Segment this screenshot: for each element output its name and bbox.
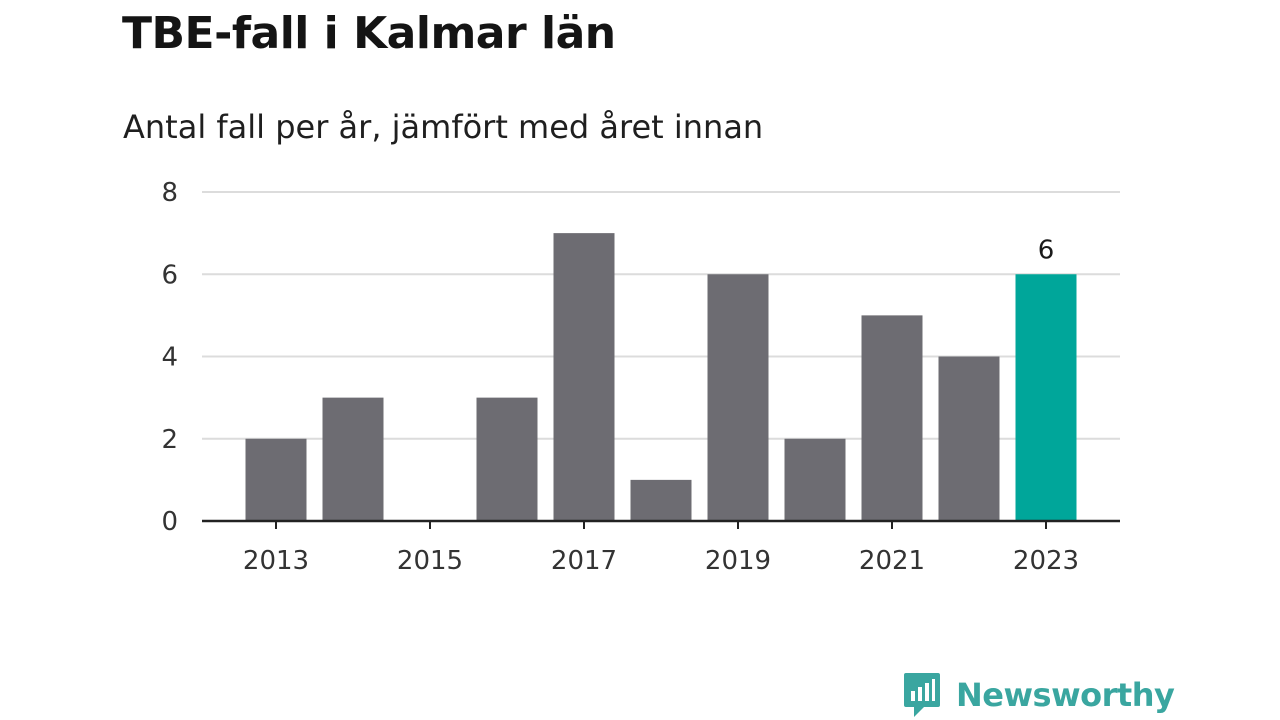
- bar-chart: 0 2 4 6 8 6 2013 2015 2017 2019 2021 2023: [161, 178, 1120, 576]
- x-tick-label: 2023: [1013, 546, 1079, 576]
- y-tick-label: 0: [161, 507, 178, 537]
- newsworthy-logo: Newsworthy: [902, 670, 1175, 720]
- x-tick-label: 2021: [859, 546, 925, 576]
- logo-text: Newsworthy: [956, 676, 1175, 714]
- x-tick-label: 2017: [551, 546, 617, 576]
- bar: [861, 315, 923, 521]
- y-tick-label: 2: [161, 425, 178, 455]
- chart-subtitle: Antal fall per år, jämfört med året inna…: [123, 108, 764, 146]
- bar: [476, 397, 538, 521]
- bars: [245, 233, 1077, 521]
- x-tick-label: 2015: [397, 546, 463, 576]
- data-label: 6: [1038, 235, 1055, 265]
- x-tick-label: 2019: [705, 546, 771, 576]
- newsworthy-logo-icon: [904, 673, 940, 717]
- x-tick-label: 2013: [243, 546, 309, 576]
- axes: [202, 519, 1120, 529]
- bar: [630, 479, 692, 521]
- chart-title: TBE-fall i Kalmar län: [122, 8, 616, 59]
- bar-highlight: [1015, 274, 1077, 521]
- bar: [707, 274, 769, 521]
- y-tick-label: 4: [161, 343, 178, 373]
- bar: [322, 397, 384, 521]
- bar: [784, 438, 846, 521]
- bar: [553, 233, 615, 521]
- y-tick-label: 8: [161, 178, 178, 208]
- y-tick-label: 6: [161, 260, 178, 290]
- tick-labels: 0 2 4 6 8 6 2013 2015 2017 2019 2021 2023: [161, 178, 1079, 576]
- bar: [245, 438, 307, 521]
- bar: [938, 356, 1000, 521]
